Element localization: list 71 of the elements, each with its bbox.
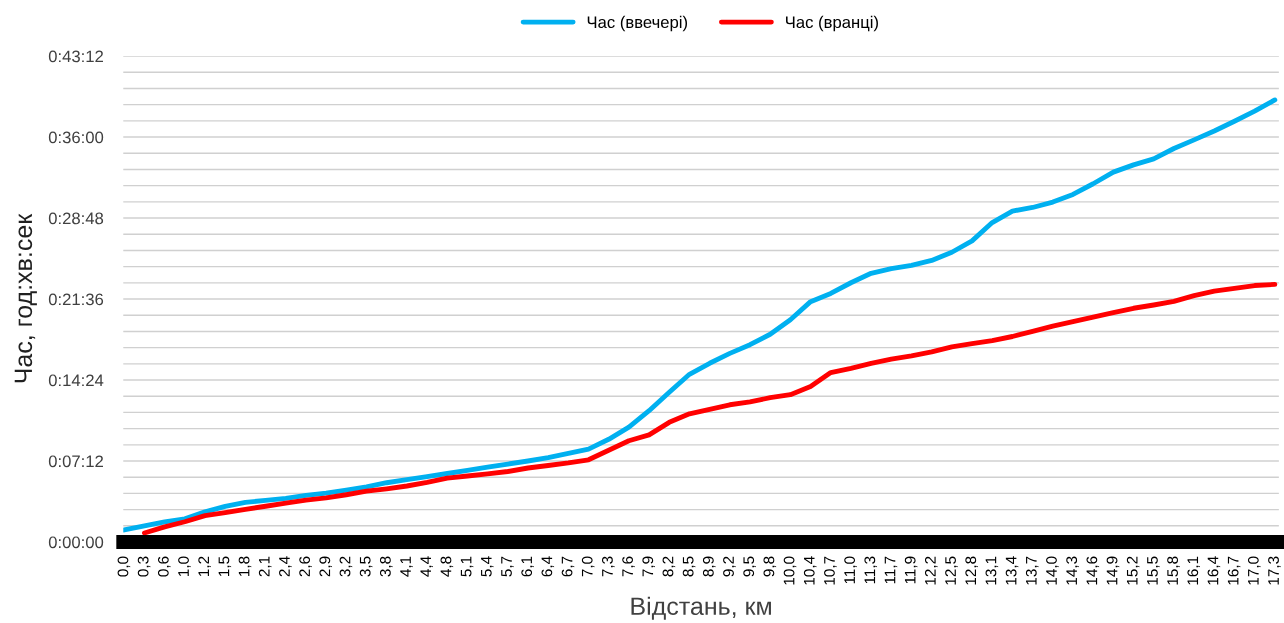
x-tick-label: 7,9 [642,556,655,577]
x-tick-label: 3,2 [339,556,353,577]
y-tick-label: 0:28:48 [48,212,104,225]
x-tick-label: 10,7 [824,556,837,585]
y-tick-label: 0:21:36 [48,293,104,306]
y-tick-label: 0:36:00 [48,131,104,144]
x-tick-label: 7,3 [602,556,615,577]
legend-label: Час (ввечері) [587,15,688,32]
y-tick-label: 0:07:12 [48,455,103,468]
x-tick-label: 5,4 [481,556,494,577]
x-tick-label: 6,1 [521,556,534,577]
x-tick-label: 16,7 [1227,556,1241,585]
x-tick-label: 2,4 [279,556,292,577]
x-tick-label: 11,0 [844,556,857,584]
y-tick-label: 0:43:12 [48,50,103,63]
x-tick-label: 15,2 [1126,556,1140,585]
x-tick-label: 4,1 [400,556,413,577]
x-tick-label: 14,9 [1106,556,1120,585]
x-tick-label: 2,6 [299,556,312,577]
x-tick-label: 10,4 [803,556,817,585]
x-axis-title: Відстань, км [631,596,771,620]
x-tick-label: 9,8 [763,556,777,577]
x-tick-label: 9,5 [743,556,756,577]
line-series [123,97,1278,533]
y-axis-title: Час, год:хв:сек [14,213,37,383]
x-tick-label: 15,8 [1167,556,1180,585]
x-tick-label: 4,4 [420,556,433,577]
x-tick-label: 17,0 [1247,556,1261,585]
x-tick-label: 13,7 [1025,556,1039,585]
x-tick-label: 14,3 [1066,556,1079,585]
x-tick-label: 11,7 [884,556,898,584]
x-tick-label: 4,8 [440,556,454,577]
x-tick-label: 11,3 [864,556,878,584]
x-tick-label: 7,6 [622,556,635,577]
x-tick-label: 16,4 [1207,556,1221,585]
x-tick-label: 6,7 [561,556,575,577]
x-tick-label: 9,2 [723,556,736,577]
x-tick-label: 12,2 [924,556,938,585]
x-tick-label: 2,1 [258,556,272,577]
x-tick-label: 1,2 [198,556,211,576]
x-tick-label: 8,5 [682,556,696,577]
x-tick-label: 13,1 [985,556,999,585]
x-tick-label: 0,6 [157,556,171,577]
x-tick-label: 3,5 [359,556,373,577]
x-tick-label: 15,5 [1147,556,1160,585]
legend-label: Час (вранці) [786,15,878,32]
x-tick-label: 7,0 [581,556,595,577]
x-tick-label: 5,7 [501,556,514,577]
x-tick-label: 14,0 [1046,556,1059,585]
x-tick-label: 8,2 [662,556,676,577]
x-tick-label: 3,8 [379,556,393,577]
line-series [142,281,1278,536]
x-tick-label: 1,0 [178,556,191,576]
x-tick-label: 13,4 [1005,556,1019,585]
x-tick-label: 2,9 [319,556,333,577]
x-tick-label: 10,0 [783,556,797,585]
x-tick-label: 11,9 [904,556,918,584]
x-tick-label: 5,1 [460,556,474,577]
x-tick-label: 8,9 [702,556,716,577]
x-tick-label: 12,5 [945,556,958,585]
y-tick-label: 0:00:00 [48,536,104,549]
x-tick-label: 1,5 [218,556,232,576]
y-tick-label: 0:14:24 [48,374,104,387]
x-tick-label: 0,3 [137,556,151,577]
x-tick-label: 6,4 [541,556,555,577]
x-tick-label: 16,1 [1187,556,1200,585]
x-tick-label: 14,6 [1086,556,1100,585]
x-tick-label: 12,8 [965,556,978,585]
x-tick-label: 17,3 [1268,556,1281,585]
x-tick-label: 0,0 [117,556,131,577]
x-tick-label: 1,8 [238,556,252,576]
